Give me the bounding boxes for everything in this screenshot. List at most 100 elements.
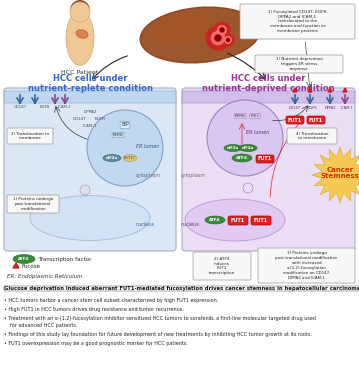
Circle shape [225, 37, 231, 43]
Text: • High FUT1 in HCC tumors drives drug resistance and tumor recurrence.: • High FUT1 in HCC tumors drives drug re… [4, 307, 184, 312]
Circle shape [70, 2, 90, 22]
Ellipse shape [103, 155, 121, 162]
Ellipse shape [66, 11, 94, 65]
Text: CD147: CD147 [13, 105, 27, 109]
Text: Glucose deprivation induced aberrant FUT1-mediated fucosylation drives cancer st: Glucose deprivation induced aberrant FUT… [4, 286, 359, 291]
Text: FUT1?: FUT1? [124, 156, 136, 160]
Text: CD147: CD147 [73, 117, 87, 121]
Ellipse shape [13, 255, 35, 264]
Text: 2) Translocation to
membrane: 2) Translocation to membrane [11, 132, 49, 141]
Text: ICAM-1: ICAM-1 [341, 106, 353, 110]
FancyBboxPatch shape [240, 4, 355, 39]
Text: HCC Patient: HCC Patient [61, 70, 99, 75]
Circle shape [87, 110, 163, 186]
Text: 3) Proteins undergo
post-translational modification
with increased
α-(1,2)-fucos: 3) Proteins undergo post-translational m… [275, 251, 338, 280]
Polygon shape [312, 147, 359, 203]
FancyBboxPatch shape [255, 55, 343, 73]
Ellipse shape [239, 144, 257, 152]
FancyBboxPatch shape [287, 128, 337, 144]
Polygon shape [13, 263, 19, 268]
Text: cytoplasm: cytoplasm [135, 173, 160, 177]
Text: ER: Endoplasmic Reticulum: ER: Endoplasmic Reticulum [7, 274, 83, 279]
Text: • FUT1 overexpression may be a good prognostic marker for HCC patients.: • FUT1 overexpression may be a good prog… [4, 341, 188, 346]
Circle shape [211, 32, 225, 45]
Ellipse shape [205, 216, 225, 224]
Text: for advanced HCC patients.: for advanced HCC patients. [4, 323, 78, 328]
Text: 2) ATF4
induces
FUT1
transcription: 2) ATF4 induces FUT1 transcription [209, 257, 235, 275]
Circle shape [214, 22, 230, 38]
Text: eIF2α: eIF2α [106, 156, 118, 160]
Text: 1) Fucosylated CD147, EGFR,
DPPA2 and ICAM-1
translocated to the
membrane and fu: 1) Fucosylated CD147, EGFR, DPPA2 and IC… [268, 10, 327, 33]
Text: 1) Nutrient deprivation
triggers ER stress
response: 1) Nutrient deprivation triggers ER stre… [275, 57, 322, 71]
Ellipse shape [150, 12, 220, 44]
Text: ICAM-1: ICAM-1 [83, 124, 97, 128]
Text: • Treatment with an α-(1,2)-fucosylation inhibitor sensitized HCC tumors to sora: • Treatment with an α-(1,2)-fucosylation… [4, 316, 316, 321]
Text: ATF4: ATF4 [209, 218, 221, 222]
Polygon shape [343, 88, 347, 92]
Ellipse shape [232, 154, 252, 162]
Text: HCC cells under
nutrient-replete condition: HCC cells under nutrient-replete conditi… [28, 74, 153, 93]
Text: EGFR: EGFR [94, 117, 106, 121]
Text: DPPA2: DPPA2 [83, 110, 97, 114]
FancyBboxPatch shape [4, 88, 176, 251]
Text: FUT1: FUT1 [231, 218, 245, 223]
Circle shape [220, 28, 224, 32]
FancyBboxPatch shape [182, 91, 355, 103]
Text: nucleus: nucleus [181, 221, 200, 226]
Text: 4) Translocation
to membrane: 4) Translocation to membrane [296, 132, 328, 141]
FancyBboxPatch shape [307, 116, 325, 124]
FancyBboxPatch shape [7, 195, 59, 213]
Text: ATF4: ATF4 [236, 156, 248, 160]
Text: BIP: BIP [121, 123, 129, 127]
Text: Fucose: Fucose [22, 264, 41, 268]
Text: IRE1: IRE1 [251, 114, 260, 118]
Text: ER lumen: ER lumen [136, 144, 160, 149]
FancyBboxPatch shape [228, 216, 248, 225]
Ellipse shape [185, 199, 285, 241]
Text: eIF2α: eIF2α [242, 146, 254, 150]
FancyBboxPatch shape [258, 248, 355, 283]
Ellipse shape [140, 7, 260, 63]
FancyBboxPatch shape [4, 91, 176, 103]
Text: CD147: CD147 [289, 106, 301, 110]
Polygon shape [293, 88, 297, 92]
Ellipse shape [224, 144, 242, 152]
Circle shape [80, 185, 90, 195]
Circle shape [207, 100, 283, 176]
Text: cytoplasm: cytoplasm [181, 173, 206, 177]
Text: FUT1: FUT1 [258, 156, 272, 162]
Text: • Findings of this study lay foundation for future development of new treatments: • Findings of this study lay foundation … [4, 332, 312, 337]
Ellipse shape [76, 30, 88, 38]
Text: DPPA2: DPPA2 [324, 106, 336, 110]
Circle shape [227, 38, 229, 41]
FancyBboxPatch shape [7, 128, 53, 144]
Text: ER lumen: ER lumen [246, 130, 270, 135]
Text: FUT1: FUT1 [288, 117, 302, 123]
Circle shape [243, 183, 253, 193]
FancyBboxPatch shape [182, 88, 355, 251]
Text: EGFR: EGFR [307, 106, 317, 110]
Polygon shape [328, 88, 332, 92]
Text: eIF2α: eIF2α [227, 146, 239, 150]
Circle shape [206, 26, 230, 50]
Text: Cancer
Stemness: Cancer Stemness [321, 167, 359, 179]
Text: HCC cells under
nutrient-deprived condition: HCC cells under nutrient-deprived condit… [202, 74, 334, 93]
Text: ATF4: ATF4 [18, 257, 30, 261]
FancyBboxPatch shape [251, 216, 271, 225]
Circle shape [70, 0, 90, 20]
Circle shape [215, 35, 221, 41]
Text: • HCC tumors harbor a cancer stem cell subset characterized by high FUT1 express: • HCC tumors harbor a cancer stem cell s… [4, 298, 218, 303]
Text: EGFR: EGFR [40, 105, 50, 109]
FancyBboxPatch shape [193, 252, 251, 280]
Circle shape [72, 5, 88, 21]
Text: PERK: PERK [235, 114, 245, 118]
FancyBboxPatch shape [286, 116, 304, 124]
Text: nucleus: nucleus [136, 221, 154, 226]
Ellipse shape [30, 196, 150, 241]
Text: FUT1: FUT1 [309, 117, 323, 123]
FancyBboxPatch shape [256, 155, 274, 163]
Text: PERK: PERK [113, 133, 123, 137]
Text: ICAM-1: ICAM-1 [58, 105, 72, 109]
Text: 1) Proteins undergo
post-translational
modification: 1) Proteins undergo post-translational m… [13, 197, 53, 211]
Circle shape [218, 26, 227, 34]
